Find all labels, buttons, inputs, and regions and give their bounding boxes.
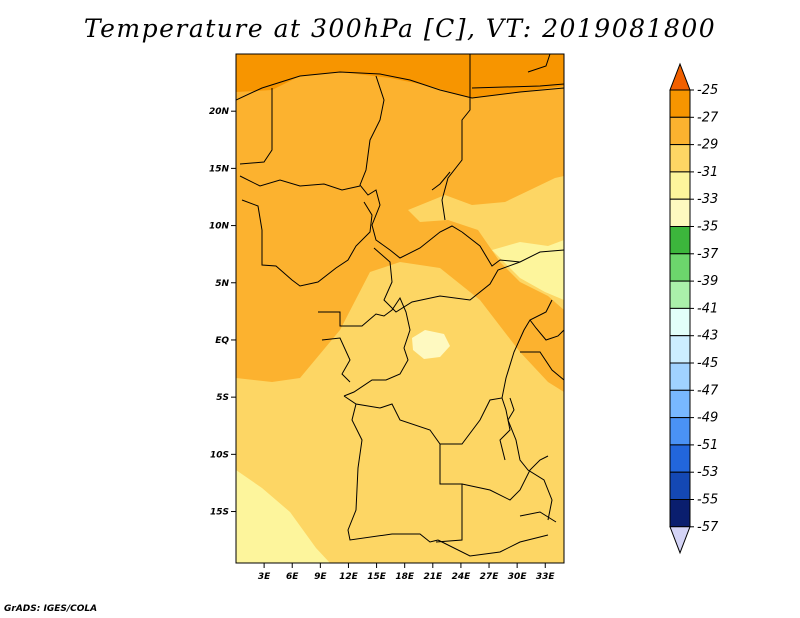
libya-egypt-sudan-border [441, 54, 471, 221]
sinai-coast [527, 54, 551, 73]
legend-swatch [669, 198, 691, 227]
legend-swatch [669, 362, 691, 391]
lake-kariba [519, 511, 557, 523]
lat-tick-label: 20N [209, 107, 230, 117]
chad-sudan-border [431, 171, 451, 191]
legend-swatch [669, 89, 691, 118]
chart-title: Temperature at 300hPa [C], VT: 201908180… [83, 14, 717, 43]
lat-tick-label: 5S [216, 393, 229, 403]
legend-label: -37 [697, 247, 719, 262]
legend-label: -55 [697, 493, 718, 508]
sudan-south-sudan-border [461, 231, 521, 267]
niger-mali-border [239, 88, 273, 165]
legend-swatch [669, 171, 691, 200]
lake-tanganyika [499, 397, 511, 461]
legend-label: -43 [697, 329, 718, 344]
legend-label: -41 [697, 301, 718, 316]
latitude-axis: 20N 15N 10N 5N EQ 5S 10S 15S [209, 107, 236, 518]
legend-label: -29 [697, 138, 718, 153]
legend-label: -45 [697, 356, 718, 371]
field-band-minus29 [236, 54, 564, 98]
legend-swatch [669, 307, 691, 337]
legend-swatch [669, 280, 691, 309]
lon-tick-label: 21E [423, 572, 443, 582]
legend-swatch [669, 144, 691, 173]
legend-swatch [669, 335, 691, 364]
angola-border [347, 403, 439, 543]
legend-swatch [669, 471, 691, 501]
lat-tick-label: 15N [209, 164, 230, 174]
lon-tick-label: 18E [395, 572, 415, 582]
lon-tick-label: 9E [314, 572, 327, 582]
shaded-field [236, 54, 564, 563]
tanzania-border [520, 351, 564, 381]
lon-tick-label: 3E [258, 572, 271, 582]
drc-border [343, 299, 553, 445]
lat-tick-label: 10N [209, 222, 230, 232]
zambia-zimbabwe-border [437, 534, 549, 557]
nigeria-cameroon-border [241, 199, 373, 287]
egypt-sudan-border [471, 83, 564, 89]
legend-label: -49 [697, 411, 718, 426]
gabon-congo-border [318, 296, 411, 397]
zambia-border [461, 455, 549, 501]
legend-label: -53 [697, 465, 718, 480]
credit-text: GrADS: IGES/COLA [4, 604, 98, 614]
legend-swatch [669, 226, 691, 255]
lon-tick-label: 27E [480, 572, 500, 582]
legend-swatch [669, 116, 691, 146]
lat-tick-label: 5N [215, 279, 229, 289]
legend-swatch [669, 417, 691, 446]
lon-tick-label: 6E [286, 572, 299, 582]
legend-label: -31 [697, 165, 718, 180]
legend-arrow-top [669, 62, 691, 91]
lon-tick-label: 24E [452, 572, 472, 582]
legend-label: -51 [697, 438, 718, 453]
field-band-minus31 [236, 54, 564, 392]
lon-tick-label: 33E [536, 572, 556, 582]
legend-label: -27 [697, 110, 719, 125]
country-borders [236, 54, 564, 557]
uganda-border [529, 319, 564, 341]
lake-malawi [507, 397, 553, 521]
field-band-minus35-congo [412, 330, 450, 359]
legend-label: -39 [697, 274, 718, 289]
legend-label: -25 [697, 83, 718, 98]
legend-label: -33 [697, 192, 718, 207]
field-band-minus35-southwest [236, 470, 330, 563]
map-frame [235, 53, 565, 564]
legend-swatch [669, 389, 691, 419]
chad-border [359, 75, 463, 259]
lat-tick-label: EQ [215, 336, 229, 346]
color-legend: -25 -27 -29 -31 -33 -35 -37 -39 -41 -43 -45 -47 -49 -… [669, 62, 719, 555]
lat-tick-label: 10S [210, 450, 229, 460]
field-band-minus35-east [492, 240, 564, 300]
northern-border [236, 71, 564, 101]
legend-label: -35 [697, 220, 718, 235]
legend-label: -47 [697, 383, 719, 398]
legend-arrow-bottom [669, 526, 691, 555]
niger-nigeria-border [239, 175, 361, 191]
lon-tick-label: 30E [508, 572, 528, 582]
lon-tick-label: 15E [367, 572, 387, 582]
field-band-minus33-south [430, 538, 564, 563]
longitude-axis: 3E 6E 9E 12E 15E 18E 21E 24E 27E 30E 33E [258, 563, 556, 582]
gabon-border [321, 337, 351, 383]
lon-tick-label: 12E [339, 572, 359, 582]
legend-swatch [669, 444, 691, 473]
lat-tick-label: 15S [210, 508, 229, 518]
legend-swatch [669, 499, 691, 528]
legend-label: -57 [697, 520, 719, 535]
legend-swatch [669, 253, 691, 282]
